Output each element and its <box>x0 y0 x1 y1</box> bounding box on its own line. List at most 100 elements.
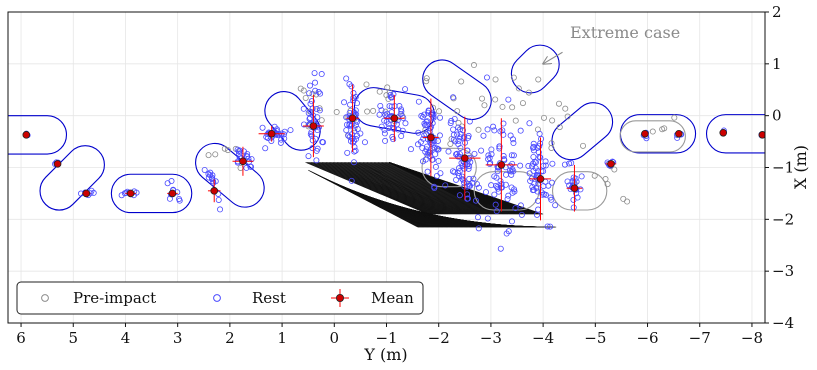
rest-point <box>317 90 324 97</box>
rest-point <box>474 214 481 221</box>
rest-point <box>387 91 394 98</box>
obstacle-hatch-line <box>358 162 470 215</box>
rest-point <box>350 97 357 104</box>
pre-impact-point <box>423 78 430 85</box>
mean-marker <box>607 160 615 168</box>
rest-point <box>415 129 422 136</box>
rest-point <box>308 132 315 139</box>
x-tick-label: −4 <box>532 329 554 347</box>
obstacle-hatch-line <box>327 161 446 215</box>
rest-point <box>215 196 222 203</box>
rest-point <box>378 107 385 114</box>
pre-impact-point <box>604 181 611 188</box>
rest-point <box>351 148 358 155</box>
obstacle-hatch-line <box>362 162 473 215</box>
rest-point <box>465 180 472 187</box>
rest-point <box>309 137 316 144</box>
rest-point <box>348 177 355 184</box>
rest-point <box>570 196 577 203</box>
rest-point <box>454 150 461 157</box>
obstacle-hatch-line <box>381 162 487 215</box>
rest-point <box>281 135 288 142</box>
obstacle-hatch-line <box>365 162 475 215</box>
rest-point <box>424 118 431 125</box>
rest-point <box>346 81 353 88</box>
pre-impact-point <box>492 76 499 83</box>
rest-point <box>535 149 542 156</box>
y-tick-label: 2 <box>772 3 782 21</box>
pre-impact-point <box>562 105 569 112</box>
obstacle-hatch-line <box>345 161 459 215</box>
obstacle-hatch-line <box>376 162 483 215</box>
obstacle-hatch-line <box>383 162 488 215</box>
rest-point <box>168 178 175 185</box>
rest-point <box>475 225 482 232</box>
obstacle-hatch-line <box>368 162 477 215</box>
obstacle-hatch-line <box>305 161 429 215</box>
rest-point <box>235 148 242 155</box>
rest-point <box>390 91 397 98</box>
y-tick-label: 0 <box>772 107 782 125</box>
rest-point <box>549 160 556 167</box>
pre-impact-point <box>611 166 618 173</box>
rest-point <box>176 195 183 202</box>
rest-point <box>450 131 457 138</box>
pre-impact-point <box>535 76 542 83</box>
obstacle-hatch-line <box>319 161 439 215</box>
rest-point <box>485 152 492 159</box>
rest-point <box>548 179 555 186</box>
y-tick-label: −1 <box>772 159 794 177</box>
rest-point <box>472 197 479 204</box>
pre-impact-point <box>525 89 532 96</box>
rest-point <box>312 87 319 94</box>
rest-point <box>312 79 319 86</box>
rest-point <box>353 100 360 107</box>
rest-point <box>398 108 405 115</box>
region-outline-blue <box>705 114 765 154</box>
rest-point <box>528 175 535 182</box>
rest-point <box>457 126 464 133</box>
pre-impact-point <box>205 152 212 159</box>
rest-point <box>530 140 537 147</box>
rest-point <box>471 150 478 157</box>
rest-point <box>530 167 537 174</box>
rest-point <box>347 123 354 130</box>
rest-point <box>390 136 397 143</box>
obstacle-hatch-line <box>356 161 468 215</box>
x-tick-label: −6 <box>636 329 658 347</box>
rest-point <box>395 126 402 133</box>
rest-point <box>396 103 403 110</box>
obstacle-hatch-line <box>334 161 451 215</box>
obstacle-hatch-line <box>347 161 461 215</box>
rest-point <box>427 125 434 132</box>
y-tick-label: −2 <box>772 210 794 228</box>
rest-point <box>385 124 392 131</box>
rest-point <box>420 158 427 165</box>
pre-impact-point <box>671 114 678 121</box>
pre-impact-point <box>370 107 377 114</box>
pre-impact-point <box>580 142 587 149</box>
rest-point <box>427 153 434 160</box>
rest-point <box>466 163 473 170</box>
rest-point <box>536 130 543 137</box>
x-tick-label: 0 <box>330 329 340 347</box>
rest-point <box>436 132 443 139</box>
obstacle-hatch-line <box>317 161 438 215</box>
rest-point <box>414 141 421 148</box>
x-tick-label: −3 <box>480 329 502 347</box>
x-tick-label: −2 <box>428 329 450 347</box>
rest-point <box>314 127 321 134</box>
rest-point <box>431 185 438 192</box>
rest-point <box>437 114 444 121</box>
rest-point <box>402 120 409 127</box>
obstacle-hatch-line <box>380 162 486 215</box>
obstacle-hatch-line <box>386 162 491 215</box>
rest-point <box>435 158 442 165</box>
obstacle-hatch-line <box>354 161 467 215</box>
rest-point <box>526 120 533 127</box>
pre-impact-point <box>302 94 309 101</box>
mean-marker <box>427 133 435 142</box>
region-outline-gray <box>551 171 608 211</box>
obstacle-structure <box>305 161 557 228</box>
obstacle-hatch-line <box>330 161 448 215</box>
